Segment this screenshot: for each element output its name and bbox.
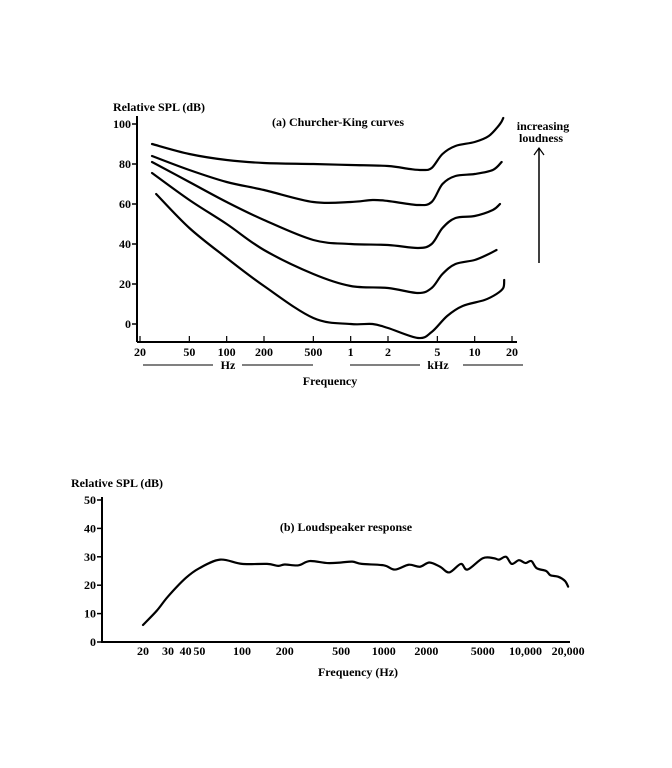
x-tick-label: 50 <box>183 345 195 359</box>
x-tick-label: 20,000 <box>552 644 585 658</box>
x-tick-label: 100 <box>218 345 236 359</box>
chart-b-xlabel: Frequency (Hz) <box>318 665 398 679</box>
y-tick-label: 40 <box>84 521 96 535</box>
series-line-curve-4 <box>150 171 498 295</box>
chart-b-ylabel: Relative SPL (dB) <box>71 476 163 490</box>
x-tick-label: 20 <box>506 345 518 359</box>
x-tick-label: 2000 <box>414 644 438 658</box>
x-tick-label: 30 <box>162 644 174 658</box>
x-tick-label: 500 <box>304 345 322 359</box>
x-tick-label: 5000 <box>471 644 495 658</box>
y-tick-label: 20 <box>84 578 96 592</box>
x-tick-label: 40 <box>180 644 192 658</box>
y-tick-label: 0 <box>90 635 96 649</box>
x-tick-label: 10,000 <box>509 644 542 658</box>
x-tick-label: 1000 <box>372 644 396 658</box>
x-tick-label: 20 <box>137 644 149 658</box>
x-tick-label: 2 <box>385 345 391 359</box>
y-tick-label: 40 <box>119 237 131 251</box>
y-tick-label: 100 <box>113 117 131 131</box>
series-line-curve-2 <box>150 154 503 207</box>
hz-label: Hz <box>221 358 236 372</box>
y-tick-label: 80 <box>119 157 131 171</box>
x-tick-label: 1 <box>348 345 354 359</box>
series-line-curve-3 <box>150 160 502 250</box>
khz-label: kHz <box>427 358 449 372</box>
x-tick-label: 500 <box>332 644 350 658</box>
y-tick-label: 60 <box>119 197 131 211</box>
chart-a: Relative SPL (dB) (a) Churcher-King curv… <box>113 100 569 388</box>
x-tick-label: 50 <box>193 644 205 658</box>
x-tick-label: 5 <box>434 345 440 359</box>
x-tick-label: 10 <box>469 345 481 359</box>
y-tick-label: 0 <box>125 317 131 331</box>
x-tick-label: 200 <box>276 644 294 658</box>
y-tick-label: 20 <box>119 277 131 291</box>
x-tick-label: 20 <box>134 345 146 359</box>
chart-a-xlabel: Frequency <box>303 374 357 388</box>
chart-a-ylabel: Relative SPL (dB) <box>113 100 205 114</box>
chart-b: Relative SPL (dB) (b) Loudspeaker respon… <box>71 476 585 679</box>
x-tick-label: 200 <box>255 345 273 359</box>
series-line-curve-1 <box>150 116 505 172</box>
x-tick-label: 100 <box>233 644 251 658</box>
chart-b-title: (b) Loudspeaker response <box>280 520 413 534</box>
up-arrow-icon <box>533 146 545 263</box>
series-line-curve-5 <box>155 192 506 340</box>
annotation-line1: increasing <box>517 119 569 133</box>
chart-a-title: (a) Churcher-King curves <box>272 115 404 129</box>
annotation-line2: loudness <box>519 131 563 145</box>
y-tick-label: 30 <box>84 550 96 564</box>
series-line-response <box>141 555 570 627</box>
y-tick-label: 10 <box>84 607 96 621</box>
y-tick-label: 50 <box>84 493 96 507</box>
